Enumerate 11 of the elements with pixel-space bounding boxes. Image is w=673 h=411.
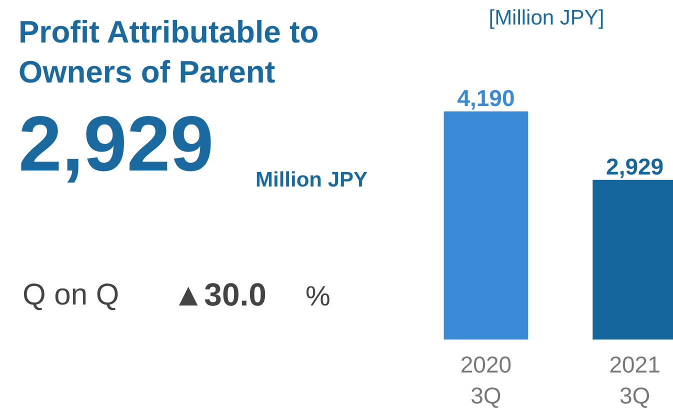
text: 2,929 xyxy=(18,100,214,188)
text: Q on Q xyxy=(22,278,120,312)
text: Million JPY xyxy=(256,168,368,192)
y-axis-title: [Million JPY] xyxy=(488,6,604,30)
data-label: 4,190 xyxy=(457,84,515,111)
x-tick-label: 2020 3Q xyxy=(460,352,512,409)
text: ▲30.0 xyxy=(172,276,266,312)
x-tick-label: 2021 3Q xyxy=(609,352,660,409)
chart-title: Profit Attributable to Owners of Parent xyxy=(18,14,319,90)
text: % xyxy=(306,280,330,312)
data-label: 2,929 xyxy=(606,153,664,180)
